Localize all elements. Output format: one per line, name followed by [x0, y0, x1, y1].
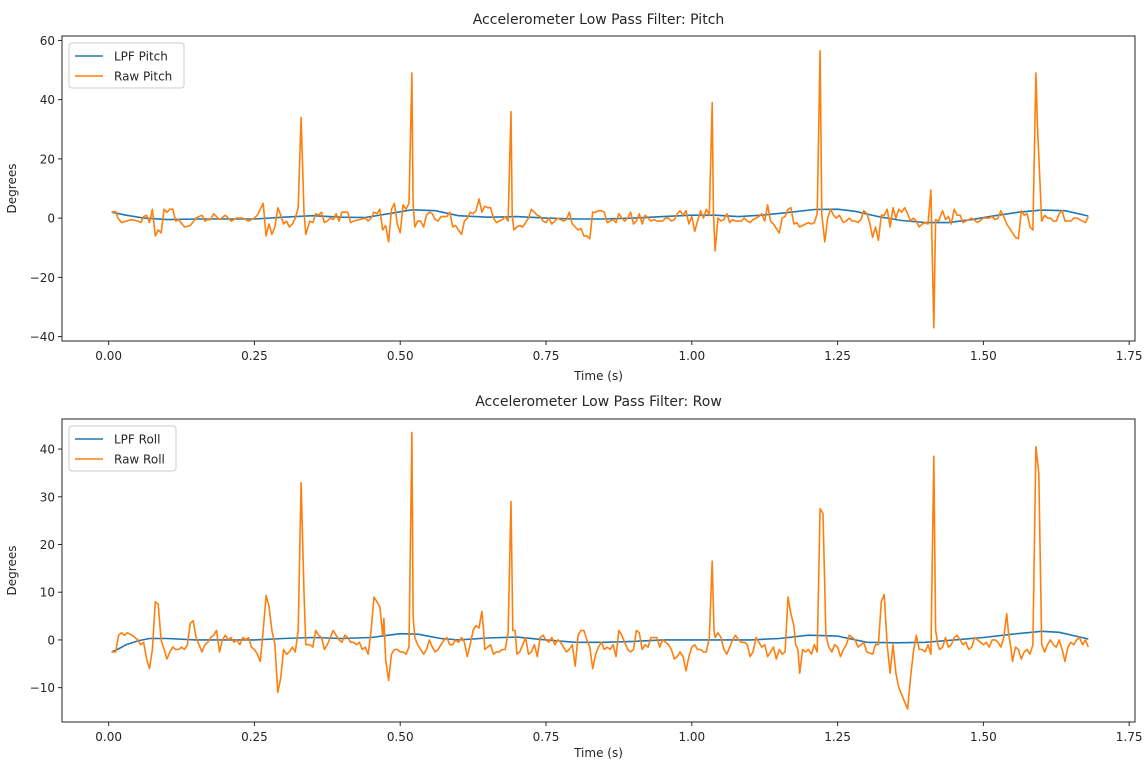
y-axis-label: Degrees	[5, 546, 19, 596]
x-tick-label: 1.00	[678, 349, 705, 363]
x-tick-label: 0.75	[533, 730, 560, 744]
x-tick-label: 0.50	[387, 349, 414, 363]
x-tick-label: 0.50	[387, 730, 414, 744]
y-axis-ticks: −10 0 10 20 30 40	[30, 443, 62, 695]
legend-label-raw: Raw Roll	[114, 453, 165, 467]
x-axis-ticks: 0.00 0.25 0.50 0.75 1.00 1.25 1.50 1.75	[95, 341, 1143, 363]
x-axis-ticks: 0.00 0.25 0.50 0.75 1.00 1.25 1.50 1.75	[95, 722, 1143, 744]
x-tick-label: 0.25	[241, 349, 268, 363]
y-tick-label: 20	[40, 538, 55, 552]
x-tick-label: 1.25	[824, 349, 851, 363]
y-tick-label: 60	[40, 34, 55, 48]
x-tick-label: 0.00	[95, 730, 122, 744]
x-axis-label: Time (s)	[573, 369, 623, 383]
chart-title: Accelerometer Low Pass Filter: Pitch	[473, 12, 725, 28]
raw-line	[111, 49, 1090, 329]
chart-title: Accelerometer Low Pass Filter: Row	[475, 394, 722, 410]
x-tick-label: 1.75	[1116, 730, 1143, 744]
plot-area	[61, 418, 1136, 723]
y-tick-label: 40	[40, 93, 55, 107]
x-tick-label: 0.00	[95, 349, 122, 363]
y-tick-label: 40	[40, 443, 55, 457]
roll-chart: Accelerometer Low Pass Filter: Row 0.00 0…	[5, 394, 1143, 760]
legend: LPF Roll Raw Roll	[68, 425, 177, 472]
data-lines	[111, 49, 1090, 329]
legend-label-raw: Raw Pitch	[114, 70, 172, 84]
y-tick-label: 30	[40, 490, 55, 504]
legend: LPF Pitch Raw Pitch	[68, 42, 185, 89]
x-tick-label: 1.25	[824, 730, 851, 744]
y-tick-label: −40	[30, 330, 55, 344]
y-tick-label: −10	[30, 681, 55, 695]
legend-label-lpf: LPF Roll	[114, 433, 160, 447]
data-lines	[111, 431, 1090, 710]
x-tick-label: 0.25	[241, 730, 268, 744]
x-tick-label: 1.50	[970, 730, 997, 744]
lpf-line	[111, 630, 1089, 653]
y-axis-label: Degrees	[5, 164, 19, 214]
y-tick-label: 0	[47, 212, 55, 226]
x-tick-label: 1.75	[1116, 349, 1143, 363]
x-tick-label: 0.75	[533, 349, 560, 363]
y-tick-label: 0	[47, 633, 55, 647]
x-tick-label: 1.00	[678, 730, 705, 744]
legend-label-lpf: LPF Pitch	[114, 50, 168, 64]
y-axis-ticks: −40 −20 0 20 40 60	[30, 34, 62, 344]
x-tick-label: 1.50	[970, 349, 997, 363]
y-tick-label: −20	[30, 271, 55, 285]
lpf-line	[111, 208, 1089, 224]
x-axis-label: Time (s)	[573, 746, 623, 760]
y-tick-label: 10	[40, 586, 55, 600]
raw-line	[111, 431, 1090, 710]
y-tick-label: 20	[40, 152, 55, 166]
pitch-chart: Accelerometer Low Pass Filter: Pitch 0.0…	[5, 12, 1143, 383]
plot-area	[61, 35, 1136, 342]
